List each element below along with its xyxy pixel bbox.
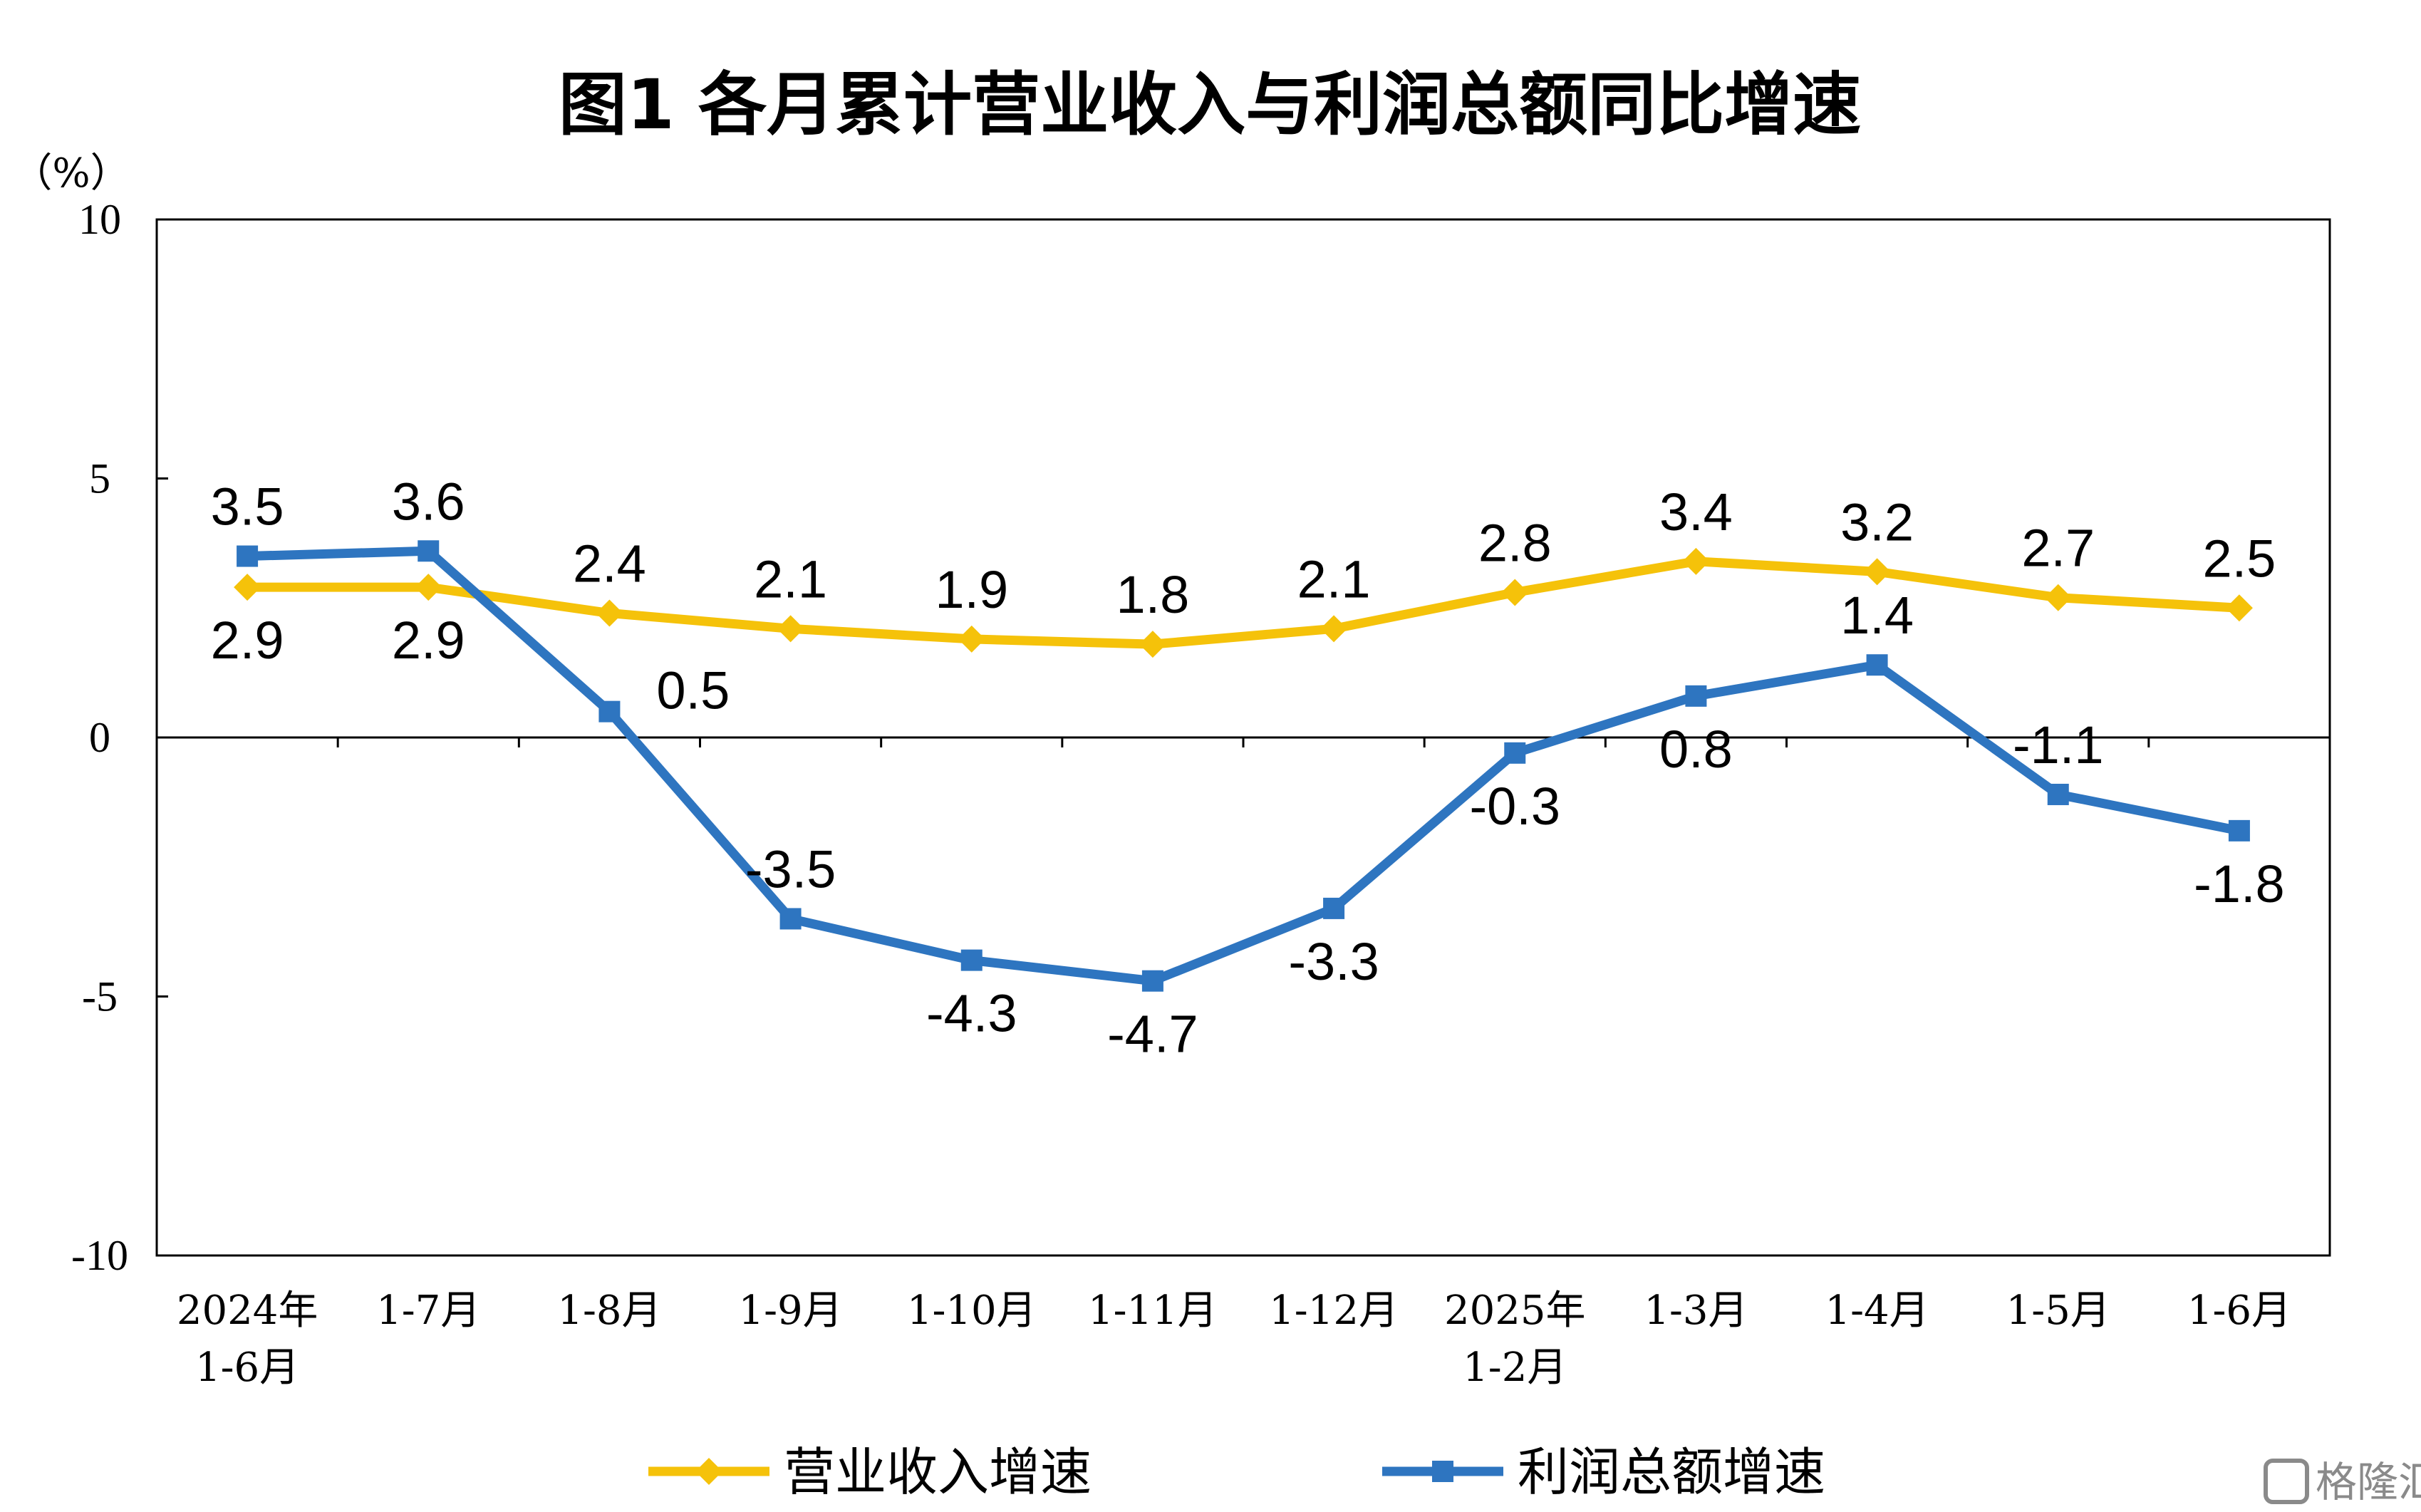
series-layer [234,540,2253,992]
series-1-data-label: 2.7 [2021,519,2095,578]
legend-marker-1 [695,1458,722,1485]
series-1-data-label: 2.9 [392,611,465,670]
series-1-data-label: 2.4 [573,534,646,594]
axes: 10 5 0 -5 -10 2024年 1-6月 1-7月 1-8月 1-9月 1-10月 1-11月… [71,196,2330,1391]
series-2-data-label: -0.3 [1469,777,1560,836]
x-category-label-line: 1-6月 [195,1345,299,1391]
watermark: 格隆汇 [2264,1458,2421,1506]
x-category-label-line: 1-3月 [1644,1288,1748,1334]
series-2-point [237,545,259,567]
series-2-point [1866,654,1888,676]
x-category-label: 1-3月 [1644,1288,1748,1334]
data-labels: 2.9 2.9 2.4 2.1 1.9 1.8 2.1 2.8 3.4 3.2 2.7 2.5 3.5 3… [211,472,2285,1063]
series-1-point [777,615,804,643]
x-category-label: 1-8月 [557,1288,661,1334]
y-tick-label: 5 [89,455,110,502]
series-1-point [234,574,261,601]
x-category-label-line: 1-9月 [738,1288,842,1334]
series-1-data-label: 2.1 [754,549,827,609]
x-category-label-line: 2025年 [1444,1288,1586,1334]
x-category-label: 1-11月 [1088,1288,1218,1334]
series-1-point [1320,615,1348,643]
x-category-label: 1-6月 [2187,1288,2291,1334]
chart-title: 图1 各月累计营业收入与利润总额同比增速 [559,65,1861,145]
series-2-data-label: -4.3 [926,984,1017,1043]
series-1-point [1139,631,1166,658]
series-line-2 [247,546,2241,986]
series-2-point [2047,783,2069,805]
series-1-point [596,599,623,627]
series-2-point [598,700,621,723]
legend: 营业收入增速 利润总额增速 [648,1442,1825,1502]
series-line-1 [247,556,2240,649]
series-1-data-label: 1.9 [935,560,1008,619]
x-category-label-line: 1-5月 [2006,1288,2110,1334]
legend-label-2: 利润总额增速 [1518,1442,1825,1502]
legend-marker-2 [1432,1461,1453,1482]
series-2-data-label: 0.8 [1659,720,1733,779]
series-2-data-label: 1.4 [1840,586,1914,645]
x-category-label: 1-10月 [907,1288,1037,1334]
y-tick-label: 10 [78,196,121,243]
series-2-data-label: 0.5 [656,661,730,720]
x-category-label-line: 1-4月 [1825,1288,1929,1334]
series-2-data-label: -4.7 [1107,1005,1198,1064]
series-2-data-label: -3.3 [1288,932,1379,991]
x-category-label-line: 1-6月 [2187,1288,2291,1334]
series-1-point [958,625,985,653]
x-category-label-line: 1-10月 [907,1288,1037,1334]
x-category-label: 2024年 1-6月 [177,1288,318,1391]
series-2-data-label: -1.8 [2194,854,2285,913]
series-1-data-label: 2.1 [1297,549,1371,609]
y-tick-label: 0 [89,714,110,761]
y-tick-label: -10 [71,1232,128,1279]
x-category-label: 1-7月 [376,1288,480,1334]
series-2-point [960,949,983,971]
series-1-data-label: 2.8 [1478,513,1552,572]
x-category-label-line: 1-12月 [1269,1288,1399,1334]
x-category-label-line: 1-11月 [1088,1288,1218,1334]
series-1-point [1501,579,1529,606]
series-2-point [1685,685,1707,707]
series-2-data-label: -3.5 [745,839,836,899]
x-category-label: 1-5月 [2006,1288,2110,1334]
series-1-point [1682,547,1710,575]
series-2-point [1504,742,1526,764]
series-2-data-label: 3.5 [211,477,284,537]
legend-label-1: 营业收入增速 [784,1442,1092,1502]
x-category-label-line: 1-7月 [376,1288,480,1334]
series-1-point [2044,584,2072,611]
x-category-label: 1-4月 [1825,1288,1929,1334]
series-2-point [418,540,440,562]
series-2-point [1323,897,1345,919]
x-category-label: 2025年 1-2月 [1444,1288,1586,1391]
series-2-point [779,908,802,930]
series-1-data-label: 2.5 [2202,529,2276,588]
x-category-label: 1-9月 [738,1288,842,1334]
x-category-label-line: 2024年 [177,1288,318,1334]
series-1-data-label: 3.2 [1840,492,1914,552]
series-1-data-label: 2.9 [211,611,284,670]
series-1-data-label: 1.8 [1116,565,1189,624]
series-2-data-label: -1.1 [2013,715,2104,775]
series-2-point [1141,970,1163,992]
series-2-data-label: 3.6 [392,472,465,531]
x-category-label-line: 1-8月 [557,1288,661,1334]
series-1-point [2225,594,2253,622]
x-category-label: 1-12月 [1269,1288,1399,1334]
y-tick-label: -5 [82,973,118,1020]
y-axis-unit-label: （%） [12,150,130,197]
series-1-data-label: 3.4 [1659,482,1733,542]
watermark-text: 格隆汇 [2316,1458,2421,1506]
series-2-point [2228,819,2250,842]
series-1-point [1863,558,1891,586]
series-1-point [415,574,442,601]
x-category-label-line: 1-2月 [1463,1345,1567,1391]
watermark-logo-icon [2264,1459,2309,1504]
